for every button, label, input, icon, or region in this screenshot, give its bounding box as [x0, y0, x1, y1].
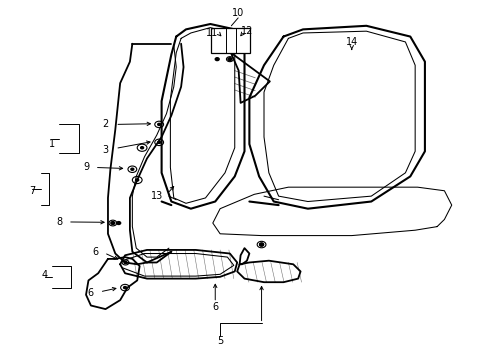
Text: 6: 6 — [212, 302, 218, 312]
Circle shape — [215, 58, 219, 60]
Circle shape — [158, 123, 160, 126]
Text: 2: 2 — [102, 120, 108, 129]
Text: 12: 12 — [240, 26, 253, 36]
Text: 11: 11 — [206, 28, 218, 38]
Text: 6: 6 — [88, 288, 94, 298]
Circle shape — [227, 58, 231, 60]
Circle shape — [117, 222, 121, 225]
Circle shape — [141, 147, 143, 149]
Circle shape — [260, 243, 263, 246]
Circle shape — [124, 261, 127, 264]
Text: 8: 8 — [56, 217, 62, 227]
Text: 5: 5 — [217, 336, 223, 346]
Bar — [211, 28, 250, 53]
Text: 7: 7 — [29, 186, 36, 196]
Text: 4: 4 — [41, 270, 47, 280]
Circle shape — [158, 141, 160, 143]
Circle shape — [259, 243, 263, 246]
Circle shape — [259, 243, 263, 246]
Text: 10: 10 — [232, 8, 244, 18]
Text: 3: 3 — [102, 145, 108, 155]
Circle shape — [111, 222, 115, 225]
Text: 13: 13 — [150, 191, 163, 201]
Circle shape — [123, 287, 126, 289]
Text: 14: 14 — [345, 37, 357, 47]
Text: 9: 9 — [83, 162, 89, 172]
Circle shape — [131, 168, 134, 170]
Text: 1: 1 — [49, 139, 55, 149]
Circle shape — [136, 179, 139, 181]
Text: 6: 6 — [93, 247, 99, 257]
